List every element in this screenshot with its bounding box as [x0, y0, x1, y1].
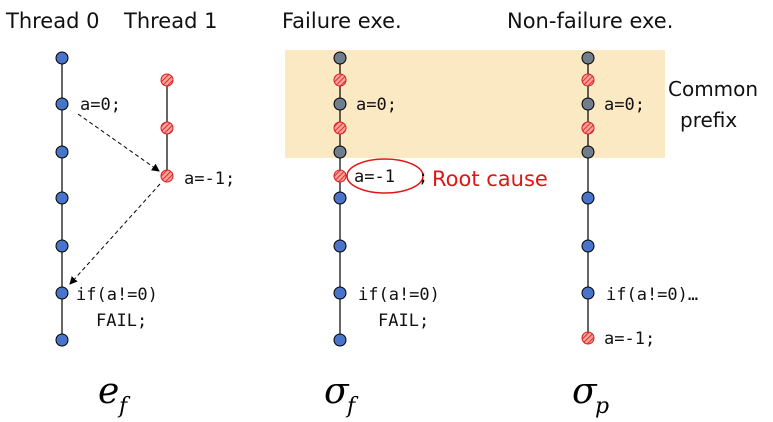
symbol-sigma-f: σ f — [324, 371, 359, 419]
node-red-hatched — [161, 170, 173, 182]
symbol-ef-sub: f — [117, 394, 131, 419]
node-blue — [582, 240, 594, 252]
node-blue — [56, 146, 68, 158]
node-blue — [582, 287, 594, 299]
code-f-assign0: a=0; — [356, 95, 397, 115]
node-gray — [582, 146, 594, 158]
code-t1-assign: a=-1; — [184, 169, 235, 189]
code-t0-fail: FAIL; — [96, 311, 147, 331]
node-blue — [56, 240, 68, 252]
code-p-assign1: a=-1; — [604, 329, 655, 349]
node-red-hatched — [334, 122, 346, 134]
symbol-ef: e f — [98, 371, 131, 419]
node-red-hatched — [582, 74, 594, 86]
symbol-sigma-p: σ p — [572, 371, 609, 419]
code-f-assign1: a=-1 — [354, 167, 395, 187]
node-red-hatched — [161, 74, 173, 86]
code-t0-if: if(a!=0) — [76, 285, 158, 305]
common-prefix-label-line2: prefix — [680, 108, 737, 132]
node-gray — [334, 98, 346, 110]
node-gray — [582, 98, 594, 110]
node-red-hatched — [334, 170, 346, 182]
symbol-ef-main: e — [98, 371, 119, 412]
code-f-semicolon: ; — [418, 167, 428, 187]
node-blue — [56, 52, 68, 64]
node-blue — [334, 287, 346, 299]
root-cause-label: Root cause — [432, 167, 548, 191]
code-p-if: if(a!=0)… — [606, 285, 698, 305]
node-blue — [334, 334, 346, 346]
node-blue — [334, 240, 346, 252]
header-failure-exe: Failure exe. — [282, 9, 402, 33]
node-blue — [334, 192, 346, 204]
node-blue — [56, 98, 68, 110]
symbol-sf-sub: f — [345, 394, 359, 419]
dependency-arrow-write — [78, 114, 159, 171]
code-f-fail: FAIL; — [378, 311, 429, 331]
node-gray — [334, 146, 346, 158]
header-thread1: Thread 1 — [123, 9, 217, 33]
dependency-arrow-read — [70, 184, 160, 284]
header-thread0: Thread 0 — [5, 9, 99, 33]
code-p-assign0: a=0; — [604, 95, 645, 115]
symbol-sp-sub: p — [595, 394, 609, 419]
node-red-hatched — [334, 74, 346, 86]
header-nonfailure-exe: Non-failure exe. — [507, 9, 673, 33]
node-blue — [56, 287, 68, 299]
node-gray — [334, 52, 346, 64]
node-blue — [582, 192, 594, 204]
code-f-if: if(a!=0) — [358, 285, 440, 305]
node-red-hatched — [582, 122, 594, 134]
node-red-hatched — [582, 332, 594, 344]
node-blue — [56, 334, 68, 346]
node-gray — [582, 52, 594, 64]
node-red-hatched — [161, 122, 173, 134]
code-t0-assign: a=0; — [80, 95, 121, 115]
common-prefix-label-line1: Common — [668, 77, 758, 101]
node-blue — [56, 192, 68, 204]
